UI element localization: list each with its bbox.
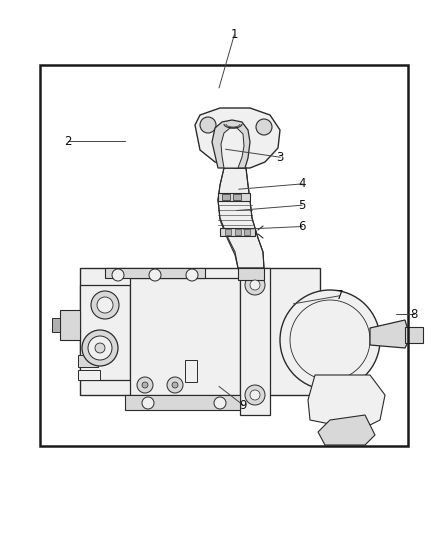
- Polygon shape: [220, 228, 255, 236]
- Polygon shape: [105, 268, 205, 278]
- Bar: [185, 360, 197, 382]
- Text: 5: 5: [299, 199, 306, 212]
- Polygon shape: [125, 395, 240, 410]
- Circle shape: [172, 382, 178, 388]
- Circle shape: [142, 397, 154, 409]
- Polygon shape: [80, 285, 130, 380]
- Circle shape: [245, 385, 265, 405]
- Circle shape: [250, 390, 260, 400]
- Circle shape: [82, 330, 118, 366]
- Bar: [405, 327, 423, 343]
- Circle shape: [95, 343, 105, 353]
- Polygon shape: [240, 268, 270, 415]
- Text: 8: 8: [410, 308, 417, 321]
- Text: 6: 6: [298, 220, 306, 233]
- Text: 2: 2: [64, 135, 72, 148]
- Polygon shape: [60, 310, 80, 340]
- Bar: [244, 229, 250, 235]
- Bar: [233, 194, 241, 200]
- Circle shape: [214, 397, 226, 409]
- Bar: [80, 268, 320, 395]
- Polygon shape: [370, 320, 408, 348]
- Polygon shape: [221, 128, 244, 168]
- Polygon shape: [238, 268, 264, 280]
- Text: 1: 1: [230, 28, 238, 41]
- Circle shape: [88, 336, 112, 360]
- Bar: [78, 355, 98, 367]
- Circle shape: [112, 269, 124, 281]
- Circle shape: [200, 117, 216, 133]
- Bar: [78, 370, 100, 380]
- Polygon shape: [130, 278, 240, 395]
- Circle shape: [97, 297, 113, 313]
- Circle shape: [149, 269, 161, 281]
- Bar: [52, 318, 60, 332]
- Circle shape: [280, 290, 380, 390]
- Text: 4: 4: [298, 177, 306, 190]
- Polygon shape: [308, 375, 385, 430]
- Circle shape: [256, 119, 272, 135]
- Circle shape: [290, 300, 370, 380]
- Circle shape: [167, 377, 183, 393]
- Circle shape: [91, 291, 119, 319]
- Bar: [225, 229, 231, 235]
- Circle shape: [245, 275, 265, 295]
- Polygon shape: [195, 108, 280, 168]
- Bar: [235, 229, 241, 235]
- Polygon shape: [218, 193, 250, 201]
- Text: 9: 9: [239, 399, 247, 411]
- Circle shape: [250, 280, 260, 290]
- Circle shape: [142, 382, 148, 388]
- Polygon shape: [318, 415, 375, 445]
- Bar: [40, 65, 408, 446]
- Text: 7: 7: [336, 289, 343, 302]
- Bar: [222, 194, 230, 200]
- Polygon shape: [218, 168, 264, 268]
- Circle shape: [186, 269, 198, 281]
- Text: 3: 3: [277, 151, 284, 164]
- Circle shape: [137, 377, 153, 393]
- Polygon shape: [212, 120, 250, 168]
